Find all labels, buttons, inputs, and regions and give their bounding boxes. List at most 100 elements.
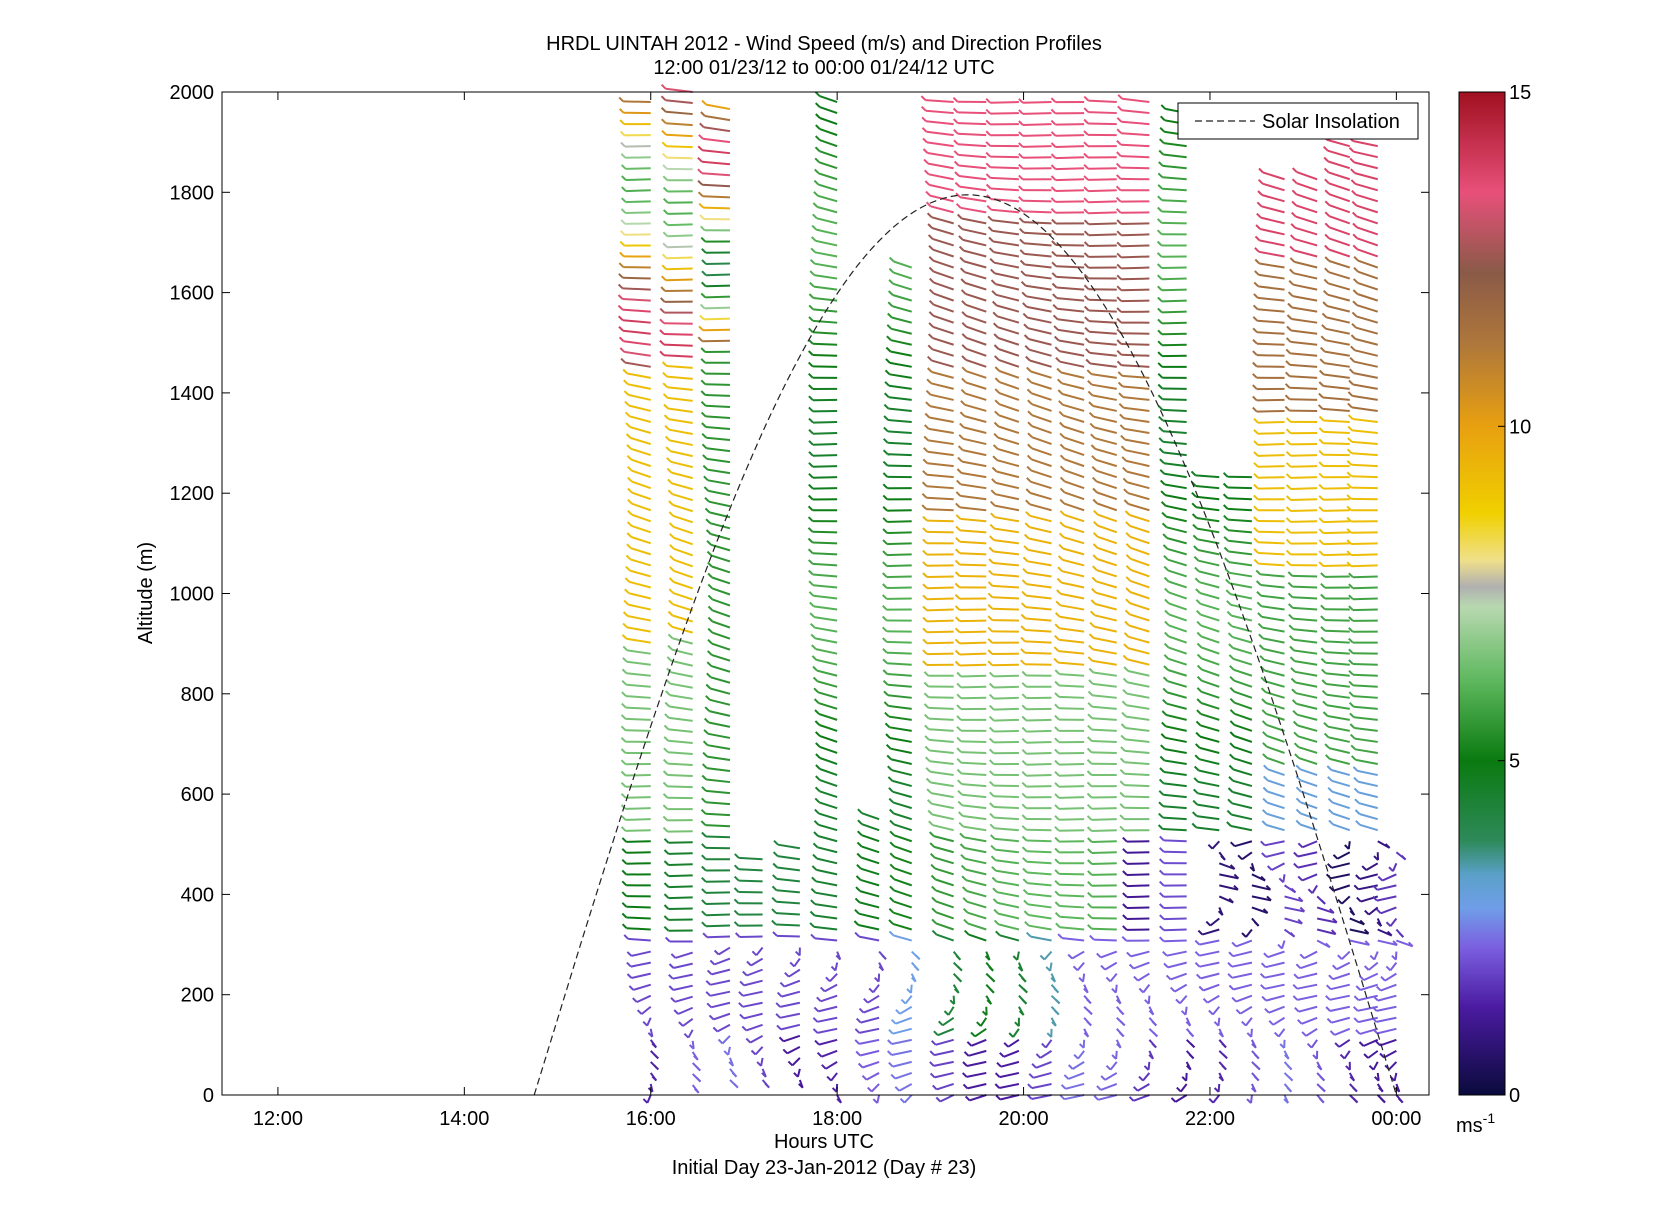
wind-barb-tick	[701, 921, 707, 927]
wind-barb	[1258, 562, 1285, 567]
wind-barb	[926, 575, 954, 578]
wind-barb-tick	[1291, 200, 1297, 207]
wind-barb-tick	[1115, 208, 1122, 214]
wind-barb-tick	[1083, 197, 1089, 203]
wind-barb-tick	[1170, 1097, 1177, 1103]
wind-barb-tick	[1087, 656, 1094, 662]
wind-barb	[1088, 122, 1117, 126]
wind-barb-tick	[708, 1014, 715, 1021]
wind-barb-tick	[1319, 1097, 1325, 1104]
wind-barb	[1091, 740, 1117, 743]
wind-barb	[936, 1083, 954, 1091]
wind-barb-tick	[1083, 987, 1089, 994]
wind-barb	[702, 137, 731, 144]
wind-barb	[622, 298, 651, 302]
wind-barb	[1166, 702, 1187, 710]
wind-barb-tick	[1086, 781, 1093, 788]
wind-barb	[1359, 813, 1379, 821]
wind-barb	[1328, 736, 1350, 743]
wind-barb-tick	[1285, 360, 1291, 366]
wind-barb-tick	[618, 108, 625, 114]
wind-barb-tick	[1318, 369, 1325, 376]
wind-barb	[959, 619, 987, 623]
wind-barb	[672, 614, 693, 623]
wind-barb-tick	[707, 605, 714, 612]
wind-barb-tick	[1021, 726, 1028, 733]
wind-barb	[1124, 427, 1150, 435]
wind-barb-tick	[1115, 174, 1122, 180]
wind-barb	[1030, 935, 1052, 942]
wind-barb-tick	[1293, 731, 1299, 738]
wind-barb-tick	[992, 455, 998, 461]
wind-barb-tick	[1160, 104, 1167, 110]
wind-barb-tick	[987, 215, 993, 222]
wind-barb	[993, 550, 1020, 556]
wind-barb	[1055, 200, 1085, 203]
wind-barb-tick	[1161, 710, 1168, 716]
wind-barb	[1256, 354, 1285, 357]
wind-barb	[1212, 1006, 1221, 1016]
wind-barb-tick	[878, 965, 884, 972]
wind-barb-tick	[661, 361, 668, 367]
wind-barb-tick	[863, 997, 869, 1004]
wind-barb	[893, 911, 913, 920]
wind-barb	[666, 267, 693, 271]
wind-barb-tick	[922, 148, 929, 154]
wind-barb	[1354, 727, 1378, 732]
wind-barb	[1353, 705, 1378, 710]
wind-barb-tick	[1266, 895, 1272, 902]
wind-barb	[1124, 749, 1150, 754]
wind-barb-tick	[886, 754, 892, 761]
wind-barb-tick	[772, 874, 778, 880]
wind-barb-tick	[883, 426, 889, 433]
wind-barb	[777, 855, 801, 861]
wind-barb-tick	[931, 929, 938, 936]
wind-barb-tick	[808, 384, 814, 390]
wind-barb	[812, 331, 838, 335]
wind-barb	[1012, 1028, 1020, 1038]
wind-barb-tick	[895, 1009, 901, 1015]
wind-barb-tick	[1119, 424, 1126, 430]
wind-barb	[626, 905, 651, 909]
wind-barb-tick	[1053, 646, 1060, 652]
wind-barb-tick	[1373, 1076, 1380, 1082]
wind-barb-tick	[709, 959, 716, 966]
wind-barb	[1352, 418, 1378, 423]
wind-barb-tick	[963, 929, 970, 936]
wind-barb-tick	[1053, 657, 1059, 664]
wind-barb	[1231, 614, 1253, 622]
y-tick-label: 1400	[170, 383, 215, 405]
wind-barb	[668, 716, 693, 722]
wind-barb-tick	[1185, 1021, 1192, 1027]
wind-barb	[669, 694, 693, 700]
wind-barb	[743, 979, 763, 987]
wind-barb-tick	[1161, 721, 1167, 728]
wind-barb-tick	[954, 571, 961, 577]
wind-barb	[1257, 432, 1285, 435]
wind-barb-tick	[989, 823, 996, 830]
wind-barb-tick	[621, 891, 628, 897]
wind-barb-tick	[1345, 1065, 1351, 1071]
wind-barb-tick	[1348, 379, 1354, 386]
wind-barb-tick	[1058, 543, 1064, 550]
wind-barb-tick	[1073, 1053, 1079, 1060]
wind-barb-tick	[999, 1052, 1005, 1058]
wind-barb	[1060, 592, 1085, 600]
wind-barb	[705, 812, 731, 817]
wind-barb	[994, 516, 1020, 523]
wind-barb-tick	[1223, 536, 1229, 542]
wind-barb	[929, 405, 954, 412]
wind-barb	[1163, 906, 1187, 909]
wind-barb	[925, 99, 954, 104]
wind-barb-tick	[930, 1040, 937, 1046]
wind-barb-tick	[1158, 903, 1165, 909]
wind-barb-tick	[1050, 175, 1057, 181]
wind-barb	[1356, 304, 1379, 313]
wind-barb-tick	[738, 1002, 744, 1008]
wind-barb	[1096, 502, 1118, 512]
wind-barb-tick	[1088, 667, 1095, 674]
wind-barb	[1316, 928, 1336, 936]
wind-barb	[990, 166, 1019, 170]
wind-barb	[957, 122, 987, 126]
wind-barb-tick	[931, 885, 937, 892]
